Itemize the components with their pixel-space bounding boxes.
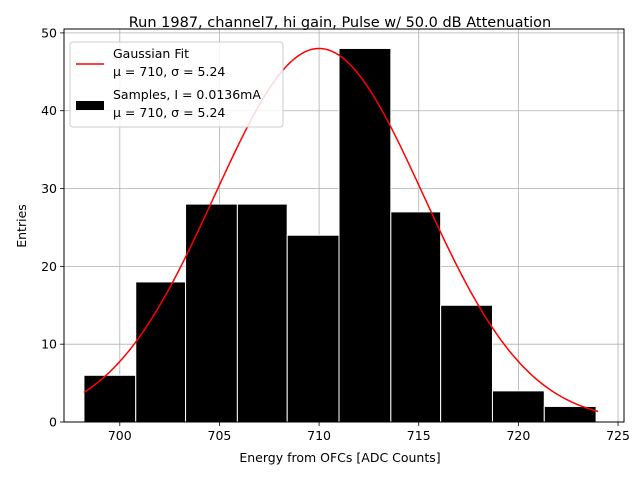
gaussian-fit-line	[83, 47, 599, 413]
x-tick-label: 720	[506, 428, 530, 443]
x-tick-label: 700	[108, 428, 132, 443]
y-tick-label: 50	[41, 25, 57, 40]
histogram-bars	[83, 47, 597, 423]
histogram-bar	[286, 234, 340, 423]
legend-samples-swatch	[76, 101, 104, 110]
legend-fit-stats: μ = 710, σ = 5.24	[113, 64, 225, 79]
legend-frame	[69, 41, 284, 128]
legend: Gaussian Fit μ = 710, σ = 5.24 Samples, …	[69, 41, 284, 128]
y-tick-label: 20	[41, 259, 57, 274]
x-tick-label: 725	[606, 428, 630, 443]
histogram-bar	[83, 374, 137, 423]
y-tick-label: 10	[41, 337, 57, 352]
x-tick-label: 710	[307, 428, 331, 443]
y-tick-label: 0	[49, 415, 57, 430]
x-axis-label: Energy from OFCs [ADC Counts]	[239, 450, 440, 465]
y-axis-ticks: 0 10 20 30 40 50	[41, 25, 64, 430]
plot-frame	[63, 28, 625, 423]
x-tick-label: 715	[407, 428, 431, 443]
histogram-bar	[338, 47, 392, 423]
x-tick-label: 705	[208, 428, 232, 443]
chart-title: Run 1987, channel7, hi gain, Pulse w/ 50…	[129, 15, 552, 31]
histogram-bar	[491, 390, 545, 423]
y-axis-label: Entries	[14, 204, 29, 248]
y-tick-label: 30	[41, 181, 57, 196]
histogram-bar	[185, 203, 238, 423]
histogram-bar	[236, 203, 288, 423]
x-axis-ticks: 700 705 710 715 720 725	[108, 422, 630, 443]
histogram-bar	[390, 211, 442, 423]
y-tick-label: 40	[41, 103, 57, 118]
legend-fit-label: Gaussian Fit	[113, 46, 189, 61]
legend-samples-stats: μ = 710, σ = 5.24	[113, 105, 225, 120]
legend-samples-label: Samples, I = 0.0136mA	[113, 87, 261, 102]
histogram-bar	[440, 304, 493, 423]
